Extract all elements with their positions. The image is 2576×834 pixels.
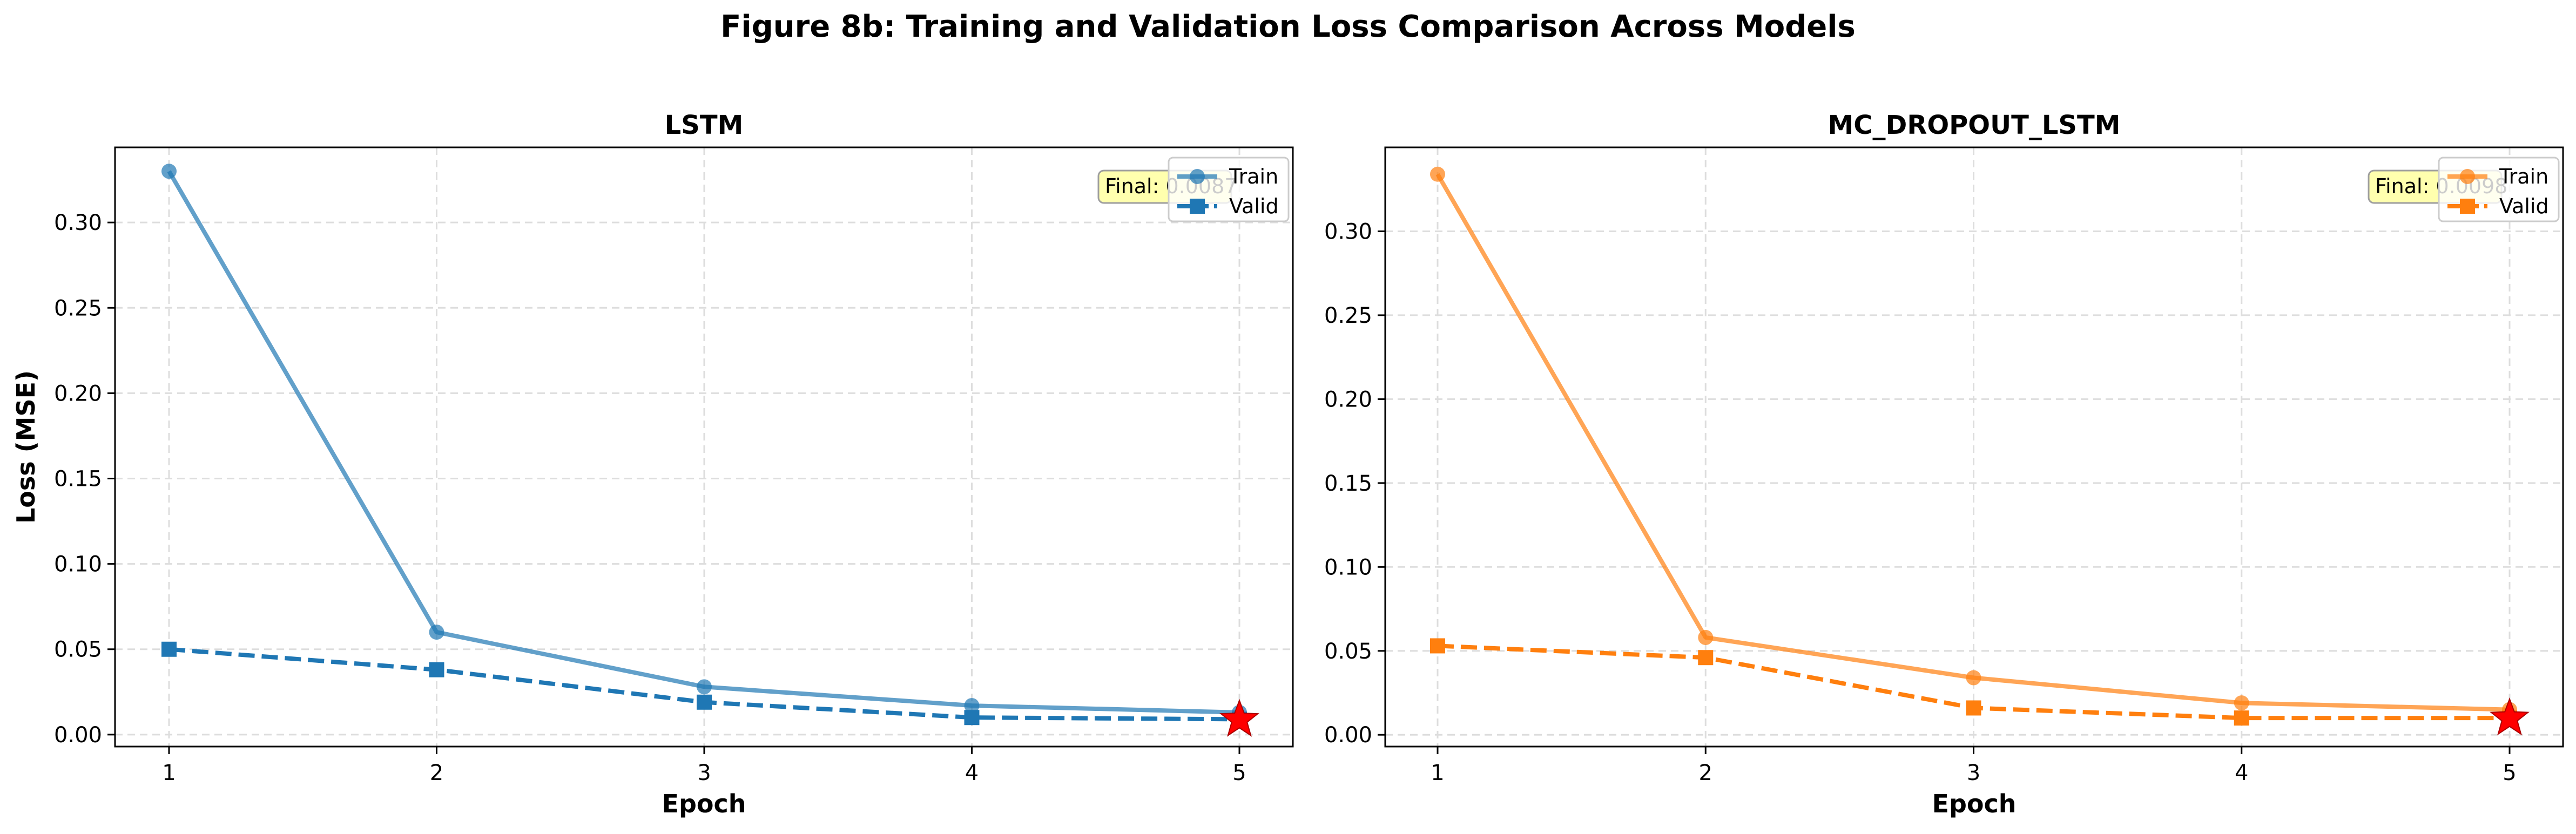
x-tick-label: 3: [697, 761, 711, 785]
data-point: [697, 679, 712, 695]
x-axis-label: Epoch: [1932, 789, 2017, 818]
data-point: [429, 662, 444, 677]
legend-entry-valid: Valid: [1177, 194, 1279, 218]
data-point: [1430, 166, 1445, 182]
data-point: [964, 698, 980, 714]
x-tick-label: 4: [965, 761, 979, 785]
x-tick-label: 5: [1232, 761, 1246, 785]
data-point: [1430, 638, 1445, 654]
x-tick-label: 5: [2503, 761, 2516, 785]
y-tick-label: 0.00: [54, 723, 102, 748]
legend: Train Valid: [2438, 157, 2560, 222]
data-point: [2234, 710, 2249, 726]
legend-entry-train: Train: [2447, 165, 2548, 188]
best-star-marker: [2490, 697, 2530, 736]
y-tick-label: 0.15: [1324, 471, 1372, 496]
grid: [1385, 147, 2563, 747]
x-tick-label: 3: [1967, 761, 1980, 785]
y-tick-label: 0.25: [1324, 303, 1372, 328]
legend: Train Valid: [1168, 157, 1290, 222]
legend-marker: [2460, 199, 2475, 214]
y-tick-label: 0.10: [1324, 555, 1372, 580]
panel-title: MC_DROPOUT_LSTM: [1828, 110, 2121, 140]
legend-marker: [2460, 169, 2475, 184]
legend-entry-valid: Valid: [2447, 194, 2549, 218]
x-tick-label: 1: [1431, 761, 1444, 785]
y-tick-label: 0.10: [54, 552, 102, 577]
legend-label: Train: [2499, 165, 2548, 188]
legend-marker: [1190, 169, 1205, 184]
y-tick-label: 0.25: [54, 296, 102, 321]
x-tick-label: 4: [2235, 761, 2248, 785]
legend-entry-train: Train: [1177, 165, 1278, 188]
x-tick-label: 2: [430, 761, 443, 785]
panel-2: 0.000.050.100.150.200.250.301 2 3 4 5Final: …: [1324, 110, 2564, 818]
legend-marker: [1190, 199, 1205, 214]
y-tick-label: 0.15: [54, 467, 102, 492]
series-valid: [1430, 638, 2517, 726]
data-point: [1966, 700, 1981, 716]
y-tick-label: 0.20: [54, 381, 102, 406]
annotation-label: Final:: [1105, 174, 1165, 198]
x-tick-label: 1: [162, 761, 176, 785]
data-point: [697, 694, 712, 710]
data-point: [2234, 695, 2249, 711]
x-axis-label: Epoch: [662, 789, 746, 818]
data-point: [1966, 670, 1981, 686]
data-point: [161, 164, 177, 179]
series-line: [1435, 173, 2510, 712]
panel-title: LSTM: [665, 110, 744, 140]
x-tick-label: 2: [1699, 761, 1712, 785]
axes-frame: [1384, 146, 2564, 748]
data-point: [161, 641, 177, 657]
y-tick-label: 0.20: [1324, 387, 1372, 412]
axes-frame: [114, 146, 1294, 748]
y-tick-label: 0.30: [54, 211, 102, 235]
legend-label: Valid: [2499, 194, 2549, 218]
panel-1: 0.000.050.100.150.200.250.301 2 3 4 5Final: …: [11, 110, 1294, 818]
data-point: [429, 625, 444, 640]
figure-suptitle: Figure 8b: Training and Validation Loss …: [720, 9, 1856, 44]
y-tick-label: 0.30: [1324, 219, 1372, 244]
best-star-marker: [1219, 699, 1259, 737]
annotation-label: Final:: [2375, 174, 2436, 198]
legend-label: Train: [1229, 165, 1278, 188]
data-point: [1698, 629, 1714, 645]
y-tick-label: 0.05: [1324, 639, 1372, 664]
data-point: [964, 710, 980, 725]
y-tick-label: 0.00: [1324, 723, 1372, 748]
panels: 0.000.050.100.150.200.250.301 2 3 4 5Final: …: [11, 110, 2564, 818]
y-tick-label: 0.05: [54, 638, 102, 662]
data-point: [1698, 650, 1714, 666]
y-axis-label: Loss (MSE): [11, 370, 41, 524]
legend-label: Valid: [1229, 194, 1279, 218]
